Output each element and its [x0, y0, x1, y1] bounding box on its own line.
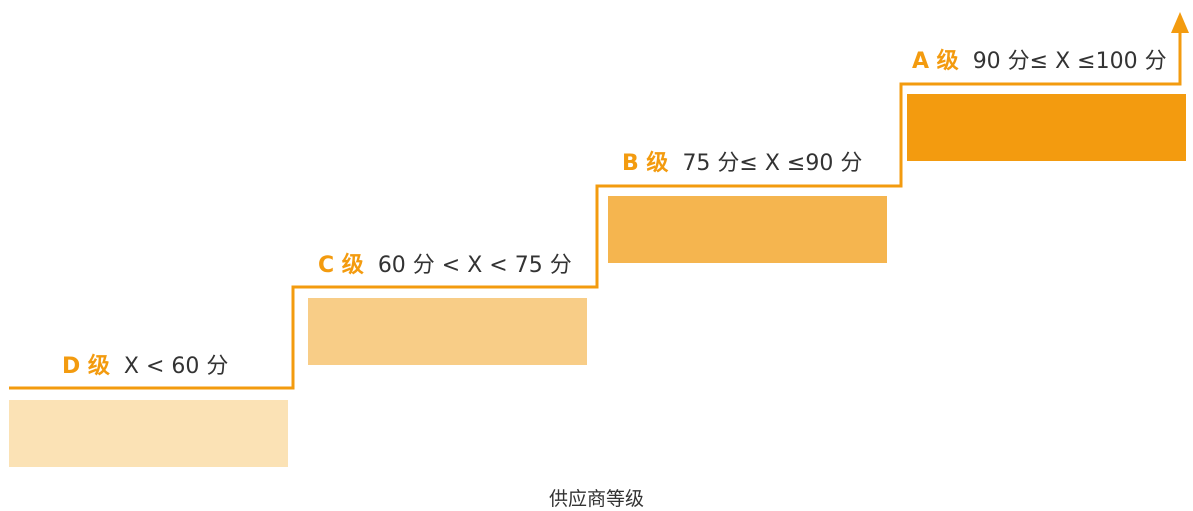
- tier-d-grade: D 级: [62, 354, 110, 379]
- tier-d-block: [9, 400, 288, 467]
- staircase-line: [9, 24, 1182, 390]
- tier-c-grade: C 级: [318, 253, 364, 278]
- tier-b-grade: B 级: [622, 151, 669, 176]
- tier-a-label: A 级 90 分≤ X ≤100 分: [912, 49, 1167, 75]
- tier-a-range: 90 分≤ X ≤100 分: [972, 49, 1167, 74]
- tier-c-range: 60 分 < X < 75 分: [377, 253, 572, 278]
- tier-d-label: D 级 X < 60 分: [62, 354, 228, 380]
- tier-b-block: [608, 196, 887, 263]
- tier-d-range: X < 60 分: [123, 354, 229, 379]
- tier-b-range: 75 分≤ X ≤90 分: [682, 151, 863, 176]
- arrowhead-icon: [1171, 12, 1189, 33]
- tier-c-label: C 级 60 分 < X < 75 分: [318, 253, 572, 279]
- tier-a-grade: A 级: [912, 49, 959, 74]
- tier-a-block: [907, 94, 1186, 161]
- diagram-caption: 供应商等级: [548, 488, 644, 510]
- tier-c-block: [308, 298, 587, 365]
- tier-b-label: B 级 75 分≤ X ≤90 分: [622, 151, 862, 177]
